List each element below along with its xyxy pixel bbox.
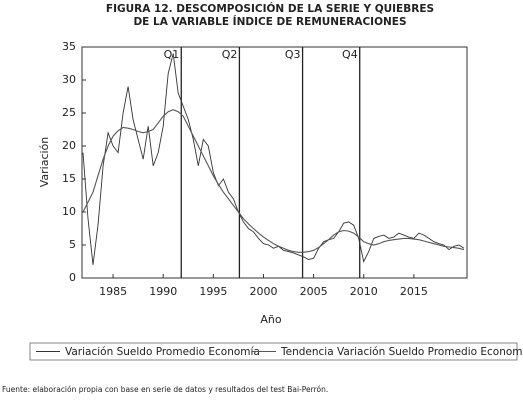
- y-tick-label: 35: [62, 40, 76, 53]
- y-tick-label: 20: [62, 139, 76, 152]
- break-label: Q4: [342, 48, 358, 61]
- x-tick-label: 2015: [400, 285, 428, 298]
- plot-frame: [81, 46, 468, 279]
- x-tick-label: 1990: [149, 285, 177, 298]
- x-tick-label: 1995: [199, 285, 227, 298]
- series-line: [82, 53, 465, 265]
- y-axis-label: Variación: [38, 137, 51, 188]
- x-axis-label: Año: [260, 313, 281, 326]
- chart-title: DE LA VARIABLE ÍNDICE DE REMUNERACIONES: [133, 15, 406, 28]
- x-tick-label: 2010: [350, 285, 378, 298]
- chart-title: FIGURA 12. DESCOMPOSICIÓN DE LA SERIE Y …: [106, 2, 434, 15]
- series-line: [82, 109, 465, 253]
- footnote: Fuente: elaboración propia con base en s…: [2, 385, 328, 394]
- legend-label: Tendencia Variación Sueldo Promedio Econ…: [280, 346, 523, 358]
- x-tick-label: 2005: [300, 285, 328, 298]
- legend-box: [29, 342, 518, 361]
- legend-label: Variación Sueldo Promedio Economía: [65, 346, 260, 358]
- y-tick-label: 30: [62, 73, 76, 86]
- break-label: Q3: [285, 48, 301, 61]
- x-tick-label: 2000: [249, 285, 277, 298]
- y-tick-label: 0: [69, 271, 76, 284]
- y-tick-label: 25: [62, 106, 76, 119]
- break-label: Q1: [164, 48, 180, 61]
- x-tick-label: 1985: [99, 285, 127, 298]
- y-tick-label: 15: [62, 172, 76, 185]
- y-tick-label: 5: [69, 238, 76, 251]
- break-label: Q2: [222, 48, 238, 61]
- y-tick-label: 10: [62, 205, 76, 218]
